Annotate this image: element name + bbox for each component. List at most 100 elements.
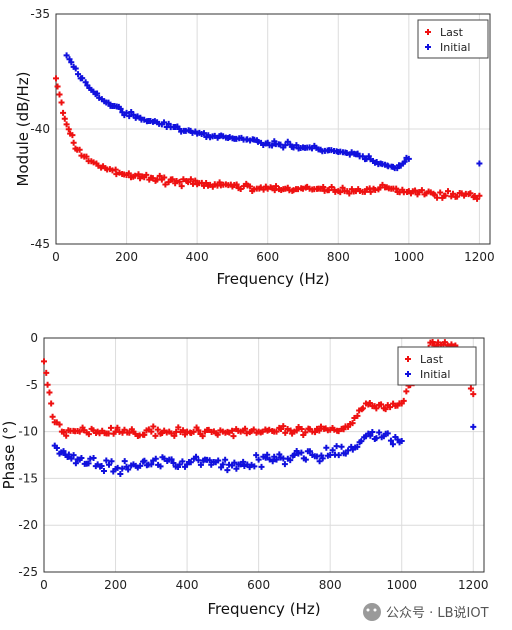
module-last-point bbox=[192, 177, 199, 184]
module-x-tick-label: 0 bbox=[52, 250, 60, 264]
module-x-tick-label: 200 bbox=[115, 250, 138, 264]
phase-initial-point bbox=[103, 457, 110, 464]
phase-initial-point bbox=[470, 423, 477, 430]
phase-last-point bbox=[230, 433, 237, 440]
phase-x-tick-label: 400 bbox=[176, 578, 199, 592]
module-legend-label-last: Last bbox=[440, 26, 464, 39]
module-plot-frame bbox=[55, 13, 491, 245]
phase-last-point bbox=[373, 405, 380, 412]
phase-last-point bbox=[400, 397, 407, 404]
module-legend: Last Initial bbox=[417, 19, 489, 59]
phase-initial-point bbox=[100, 468, 107, 474]
wechat-icon bbox=[363, 603, 381, 621]
phase-last-point bbox=[403, 388, 410, 395]
phase-last-point bbox=[441, 339, 448, 346]
phase-x-tick-label: 0 bbox=[40, 578, 48, 592]
phase-last-point bbox=[49, 413, 56, 420]
phase-last-point bbox=[41, 358, 47, 365]
module-last-point bbox=[125, 170, 132, 177]
module-initial-point bbox=[476, 160, 483, 167]
phase-initial-point bbox=[218, 464, 225, 471]
phase-initial-point bbox=[323, 444, 330, 451]
module-initial-point bbox=[200, 130, 207, 137]
phase-initial-point bbox=[60, 448, 67, 455]
module-x-tick-label: 1000 bbox=[394, 250, 425, 264]
phase-initial-point bbox=[53, 445, 60, 452]
phase-last-point bbox=[152, 432, 159, 439]
phase-last-point bbox=[250, 426, 257, 433]
wechat-icon-eye bbox=[373, 608, 377, 612]
phase-last-point bbox=[48, 400, 55, 407]
phase-initial-point bbox=[157, 463, 164, 470]
phase-initial-point bbox=[98, 462, 105, 469]
phase-last-point bbox=[243, 430, 250, 437]
module-last-point bbox=[454, 193, 461, 200]
phase-initial-point bbox=[387, 437, 394, 444]
phase-last-point bbox=[180, 427, 187, 434]
phase-last-point bbox=[242, 425, 249, 432]
phase-initial-point bbox=[273, 456, 280, 463]
phase-initial-point bbox=[141, 457, 148, 464]
phase-last-point bbox=[382, 406, 389, 413]
module-last-point bbox=[76, 146, 83, 153]
phase-last-point bbox=[282, 429, 289, 436]
module-last-point bbox=[339, 184, 346, 191]
module-last-point bbox=[58, 99, 65, 106]
phase-legend-box bbox=[397, 346, 477, 386]
phase-last-point bbox=[366, 399, 373, 406]
phase-initial-point bbox=[376, 429, 383, 436]
phase-last-point bbox=[470, 391, 477, 398]
phase-last-point bbox=[195, 427, 202, 434]
phase-initial-point bbox=[240, 458, 247, 465]
phase-legend-marker-last bbox=[405, 356, 411, 362]
module-last-point bbox=[178, 183, 185, 190]
phase-last-point bbox=[312, 429, 319, 436]
module-initial-point bbox=[66, 56, 73, 63]
phase-last-point bbox=[190, 428, 197, 435]
module-last-point bbox=[70, 139, 77, 146]
module-initial-point bbox=[117, 105, 124, 112]
phase-legend: Last Initial bbox=[397, 346, 477, 386]
phase-initial-point bbox=[329, 447, 336, 454]
phase-initial-point bbox=[302, 456, 309, 463]
module-last-point bbox=[437, 189, 444, 196]
module-series-initial bbox=[63, 52, 483, 172]
phase-last-point bbox=[351, 414, 358, 421]
phase-x-tick-label: 1000 bbox=[386, 578, 417, 592]
phase-initial-point bbox=[170, 460, 177, 467]
phase-legend-label-initial: Initial bbox=[420, 368, 450, 381]
module-initial-point bbox=[126, 113, 133, 120]
phase-last-point bbox=[280, 423, 287, 430]
module-series-last bbox=[53, 75, 483, 202]
module-last-point bbox=[476, 192, 483, 199]
phase-y-tick-label: -25 bbox=[18, 565, 38, 579]
module-last-point bbox=[187, 176, 194, 183]
module-initial-point bbox=[68, 59, 75, 66]
phase-last-point bbox=[287, 427, 294, 434]
phase-initial-point bbox=[78, 454, 85, 461]
watermark: 公众号 · LB说IOT bbox=[363, 603, 489, 621]
phase-initial-point bbox=[222, 456, 229, 463]
phase-initial-point bbox=[253, 452, 260, 459]
module-last-point bbox=[247, 183, 254, 190]
phase-initial-point bbox=[215, 457, 222, 464]
phase-last-point bbox=[199, 433, 206, 440]
module-initial-point bbox=[401, 158, 408, 165]
module-last-point bbox=[162, 181, 169, 188]
phase-initial-point bbox=[354, 443, 361, 450]
module-initial-point bbox=[72, 65, 79, 72]
phase-initial-point bbox=[276, 451, 283, 458]
phase-last-point bbox=[126, 429, 133, 436]
module-chart: 0 200 400 600 800 1000 1200 -35 -40 -45 Frequency … bbox=[14, 7, 495, 288]
phase-last-point bbox=[302, 429, 309, 436]
phase-initial-point bbox=[264, 451, 271, 458]
phase-last-point bbox=[273, 428, 280, 435]
phase-initial-point bbox=[187, 459, 194, 466]
module-last-point bbox=[65, 126, 72, 133]
module-last-point bbox=[180, 176, 187, 183]
phase-last-point bbox=[76, 428, 83, 435]
phase-last-point bbox=[316, 427, 323, 434]
phase-x-tick-label: 800 bbox=[319, 578, 342, 592]
module-last-point bbox=[474, 195, 481, 202]
phase-initial-point bbox=[369, 429, 376, 436]
